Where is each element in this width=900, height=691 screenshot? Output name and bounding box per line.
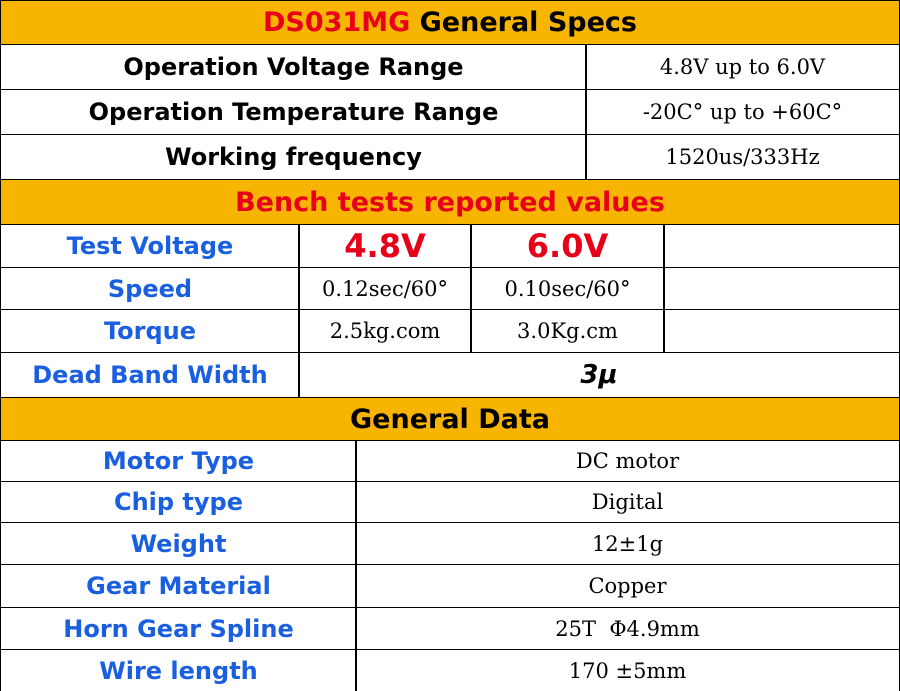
bench-label: Test Voltage	[0, 224, 300, 268]
spec-label: Working frequency	[0, 134, 587, 180]
dead-band-label: Dead Band Width	[0, 352, 300, 398]
empty-cell	[663, 267, 900, 310]
data-value: Digital	[355, 481, 900, 523]
model: DS031MG	[262, 7, 411, 38]
data-value: 170 ±5mm	[355, 649, 900, 691]
bench-value: 0.10sec/60°	[470, 267, 665, 310]
spec-value: -20C° up to +60C°	[585, 89, 900, 135]
data-label: Weight	[0, 522, 357, 565]
bench-value: 0.12sec/60°	[298, 267, 472, 310]
empty-cell	[663, 224, 900, 268]
spacer	[410, 7, 419, 38]
data-label: Motor Type	[0, 440, 357, 482]
data-value: 25T Φ4.9mm	[355, 607, 900, 650]
title: General Specs	[419, 7, 637, 38]
data-label: Gear Material	[0, 564, 357, 608]
dead-band-value: 3μ	[298, 352, 900, 398]
bench-label: Speed	[0, 267, 300, 310]
bench-value: 6.0V	[470, 224, 665, 268]
spec-label: Operation Temperature Range	[0, 89, 587, 135]
data-label: Wire length	[0, 649, 357, 691]
data-value: DC motor	[355, 440, 900, 482]
bench-title: Bench tests reported values	[0, 179, 900, 225]
bench-value: 4.8V	[298, 224, 472, 268]
data-label: Horn Gear Spline	[0, 607, 357, 650]
data-value: Copper	[355, 564, 900, 608]
data-value: 12±1g	[355, 522, 900, 565]
spec-value: 1520us/333Hz	[585, 134, 900, 180]
data-label: Chip type	[0, 481, 357, 523]
spec-label: Operation Voltage Range	[0, 44, 587, 90]
general-data-title: General Data	[0, 397, 900, 441]
header-band: DS031MG General Specs	[0, 0, 900, 45]
bench-label: Torque	[0, 309, 300, 353]
spec-value: 4.8V up to 6.0V	[585, 44, 900, 90]
bench-value: 2.5kg.com	[298, 309, 472, 353]
empty-cell	[663, 309, 900, 353]
bench-value: 3.0Kg.cm	[470, 309, 665, 353]
